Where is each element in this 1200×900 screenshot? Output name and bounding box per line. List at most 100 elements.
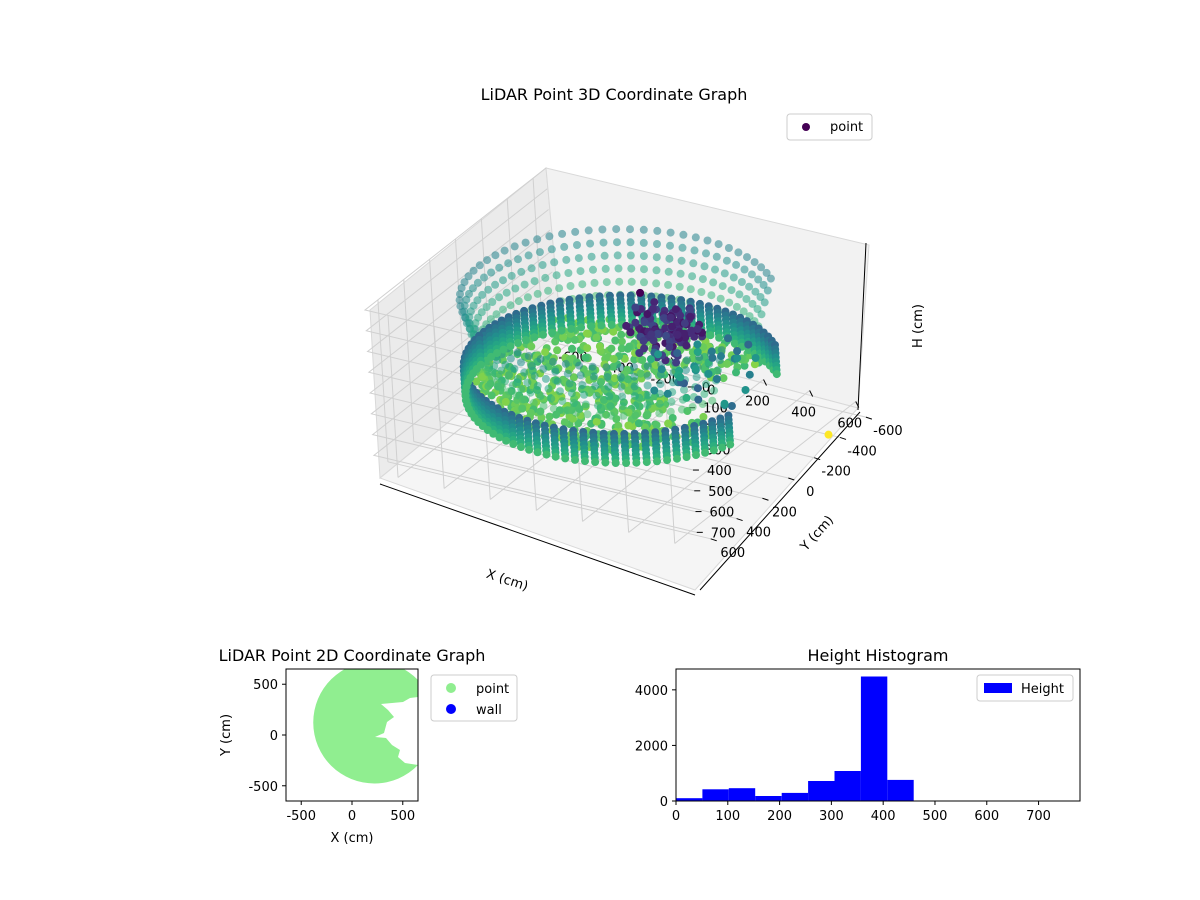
cloud-point: [631, 318, 640, 327]
cloud-point: [497, 366, 506, 375]
z-axis-label-3d: H (cm): [911, 304, 926, 348]
cloud-point: [610, 374, 619, 383]
cloud-point: [592, 391, 601, 400]
cloud-point: [653, 240, 661, 248]
cloud-point: [626, 225, 634, 234]
cloud-point: [650, 298, 659, 307]
cloud-point: [676, 311, 685, 320]
cloud-point: [643, 310, 652, 318]
hist-bar: [728, 788, 756, 801]
y-axis-label-3d: Y (cm): [797, 513, 837, 555]
cloud-point: [630, 372, 639, 381]
cloud-point: [672, 358, 681, 367]
cloud-point: [622, 321, 631, 330]
cloud-point: [757, 310, 766, 319]
cloud-point: [700, 390, 709, 398]
cloud-point: [486, 379, 495, 388]
cloud-point: [510, 242, 519, 251]
cloud-point: [576, 267, 585, 276]
z-tick-label-3d: 600: [710, 506, 735, 521]
x-axis-label-2d: X (cm): [331, 831, 374, 846]
cloud-point: [536, 391, 545, 400]
cloud-point: [733, 354, 742, 363]
cloud-point: [682, 341, 691, 350]
cloud-point: [692, 373, 701, 382]
cloud-point: [571, 408, 580, 417]
cloud-point: [740, 361, 749, 370]
cloud-point: [547, 394, 556, 403]
cloud-point: [756, 293, 765, 301]
hist-bar: [860, 676, 888, 801]
cloud-point: [751, 354, 760, 362]
cloud-point: [618, 402, 627, 411]
cloud-point: [607, 320, 616, 329]
cloud-point: [661, 324, 670, 333]
hist-y-tick-label: 4000: [635, 684, 668, 699]
hist-y-tick-label: 2000: [635, 739, 668, 754]
y-tick-label-3d: -200: [821, 465, 851, 480]
cloud-point: [590, 278, 599, 287]
cloud-point: [660, 314, 668, 323]
cloud-point: [512, 391, 521, 400]
cloud-point: [719, 374, 728, 383]
cloud-point: [726, 440, 735, 449]
cloud-point: [690, 332, 699, 341]
cloud-point: [682, 366, 690, 375]
point-region-2d: [313, 669, 418, 784]
cloud-point: [676, 269, 685, 278]
cloud-point: [622, 459, 631, 467]
cloud-point: [742, 295, 751, 303]
cloud-point: [710, 386, 719, 395]
cloud-point: [495, 433, 504, 442]
cloud-point: [751, 287, 760, 296]
cloud-point: [630, 355, 639, 364]
y-tick-label-2d: 0: [270, 729, 278, 744]
cloud-point: [693, 325, 702, 334]
x-axis-line: [379, 483, 696, 596]
cloud-point: [569, 373, 578, 382]
cloud-point: [539, 401, 548, 410]
cloud-point: [750, 258, 759, 267]
cloud-point: [506, 342, 515, 351]
cloud-point: [646, 355, 655, 364]
x-tick-label-3d: 400: [791, 406, 816, 421]
cloud-point: [640, 278, 648, 287]
cloud-point: [772, 370, 781, 379]
cloud-point: [550, 258, 559, 267]
hist-x-tick-label: 500: [923, 809, 948, 824]
cloud-point: [607, 344, 616, 353]
cloud-point: [547, 245, 556, 254]
cloud-point: [744, 340, 753, 349]
cloud-point: [491, 280, 500, 289]
cloud-point: [501, 360, 510, 369]
chart-hist: Height Histogram 0 100 200 300 400 500 600 7000…: [635, 646, 1081, 824]
cloud-point: [544, 384, 553, 393]
cloud-point: [482, 303, 491, 311]
cloud-point: [650, 386, 659, 395]
cloud-point: [573, 241, 581, 249]
cloud-point: [636, 369, 645, 378]
cloud-point: [735, 290, 744, 299]
cloud-point: [701, 448, 710, 457]
cloud-point: [706, 331, 715, 340]
chart-2d-title: LiDAR Point 2D Coordinate Graph: [219, 646, 486, 665]
cloud-point: [536, 355, 545, 364]
cloud-point: [638, 356, 647, 364]
y-tick-label-2d: 500: [253, 678, 278, 693]
cloud-point: [493, 349, 501, 358]
cloud-point: [537, 413, 546, 422]
cloud-point: [524, 352, 533, 360]
cloud-point: [673, 454, 681, 463]
cloud-point: [665, 343, 674, 352]
cloud-point: [631, 411, 640, 420]
cloud-point: [607, 411, 616, 420]
cloud-point: [562, 255, 571, 264]
cloud-point: [581, 457, 589, 466]
cloud-point: [508, 381, 517, 390]
y-axis-line: [699, 411, 861, 591]
cloud-point: [514, 255, 522, 264]
point-cloud: [455, 225, 833, 467]
cloud-point: [541, 273, 550, 282]
cloud-point: [730, 339, 739, 348]
cloud-point: [612, 225, 621, 234]
